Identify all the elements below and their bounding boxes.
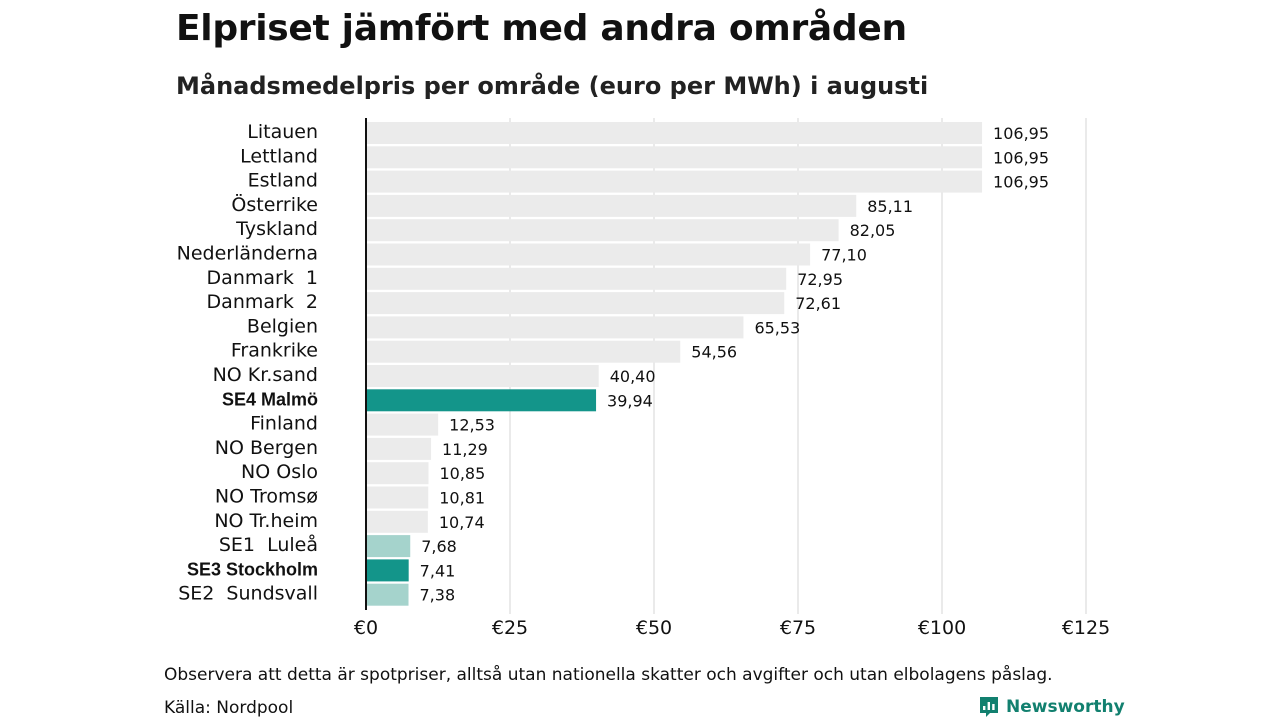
bar bbox=[366, 122, 983, 144]
category-label: Tyskland bbox=[235, 218, 318, 240]
chart-title: Elpriset jämfört med andra områden bbox=[176, 8, 907, 49]
bars bbox=[366, 122, 983, 606]
bar bbox=[366, 559, 409, 582]
category-label: SE4 Malmö bbox=[222, 389, 318, 409]
bar bbox=[366, 510, 428, 533]
footnote: Observera att detta är spotpriser, allts… bbox=[164, 665, 1053, 685]
category-label: Lettland bbox=[240, 145, 318, 167]
category-label: Danmark 1 bbox=[207, 267, 318, 289]
category-label: Danmark 2 bbox=[207, 291, 318, 313]
value-label: 39,94 bbox=[607, 391, 653, 410]
bar bbox=[366, 340, 681, 363]
x-tick-label: €25 bbox=[492, 617, 528, 639]
category-label: Frankrike bbox=[231, 340, 318, 362]
bar bbox=[366, 583, 409, 606]
bar bbox=[366, 316, 744, 339]
bar bbox=[366, 146, 983, 169]
value-label: 82,05 bbox=[850, 221, 896, 240]
brand-name: Newsworthy bbox=[1006, 697, 1125, 717]
category-label: Finland bbox=[250, 413, 318, 435]
category-label: Österrike bbox=[231, 193, 318, 216]
x-tick-label: €125 bbox=[1062, 617, 1110, 639]
x-tick-label: €100 bbox=[918, 617, 966, 639]
category-label: Estland bbox=[248, 170, 318, 192]
value-label: 72,61 bbox=[795, 294, 841, 313]
category-label: NO Oslo bbox=[241, 461, 318, 483]
value-label: 7,41 bbox=[420, 561, 456, 580]
value-label: 106,95 bbox=[993, 173, 1049, 192]
category-label: NO Kr.sand bbox=[213, 364, 318, 386]
x-axis: €0 €25 €50 €75 €100 €125 bbox=[354, 118, 1110, 639]
value-label: 106,95 bbox=[993, 124, 1049, 143]
category-label: NO Tromsø bbox=[215, 486, 318, 508]
category-label: Litauen bbox=[247, 121, 318, 143]
category-label: SE1 Luleå bbox=[219, 533, 318, 556]
bar bbox=[366, 243, 811, 266]
value-label: 7,38 bbox=[420, 586, 456, 605]
value-label: 65,53 bbox=[754, 318, 800, 337]
x-tick-label: €0 bbox=[354, 617, 378, 639]
value-label: 10,81 bbox=[439, 489, 485, 508]
category-label: NO Tr.heim bbox=[214, 510, 318, 532]
value-label: 72,95 bbox=[797, 270, 843, 289]
value-label: 40,40 bbox=[610, 367, 656, 386]
chart-subtitle: Månadsmedelpris per område (euro per MWh… bbox=[176, 72, 929, 100]
bar bbox=[366, 486, 429, 509]
value-labels: 106,95 106,95 106,95 85,11 82,05 77,10 72,95 72… bbox=[420, 124, 1050, 605]
value-label: 10,85 bbox=[439, 464, 485, 483]
value-label: 10,74 bbox=[439, 513, 485, 532]
value-label: 7,68 bbox=[421, 537, 457, 556]
value-label: 12,53 bbox=[449, 416, 495, 435]
bar bbox=[366, 437, 432, 460]
bar bbox=[366, 413, 439, 436]
category-label: SE2 Sundsvall bbox=[178, 583, 318, 605]
bar bbox=[366, 219, 839, 242]
category-label: SE3 Stockholm bbox=[187, 559, 318, 579]
x-tick-label: €75 bbox=[780, 617, 816, 639]
brand-logo: Newsworthy bbox=[978, 693, 1125, 721]
category-label: Nederländerna bbox=[177, 243, 318, 265]
newsworthy-icon bbox=[980, 697, 998, 717]
value-label: 106,95 bbox=[993, 148, 1049, 167]
bar bbox=[366, 462, 429, 485]
bar bbox=[366, 535, 411, 558]
value-label: 11,29 bbox=[442, 440, 488, 459]
value-label: 77,10 bbox=[821, 246, 867, 265]
bar bbox=[366, 389, 597, 412]
category-label: NO Bergen bbox=[215, 437, 318, 459]
bar bbox=[366, 292, 785, 315]
value-label: 54,56 bbox=[691, 343, 737, 362]
category-label: Belgien bbox=[247, 315, 318, 337]
source-note: Källa: Nordpool bbox=[164, 698, 294, 718]
bar bbox=[366, 194, 857, 217]
x-tick-label: €50 bbox=[636, 617, 672, 639]
bar bbox=[366, 170, 983, 193]
bar bbox=[366, 365, 599, 387]
bar bbox=[366, 267, 787, 290]
value-label: 85,11 bbox=[867, 197, 913, 216]
